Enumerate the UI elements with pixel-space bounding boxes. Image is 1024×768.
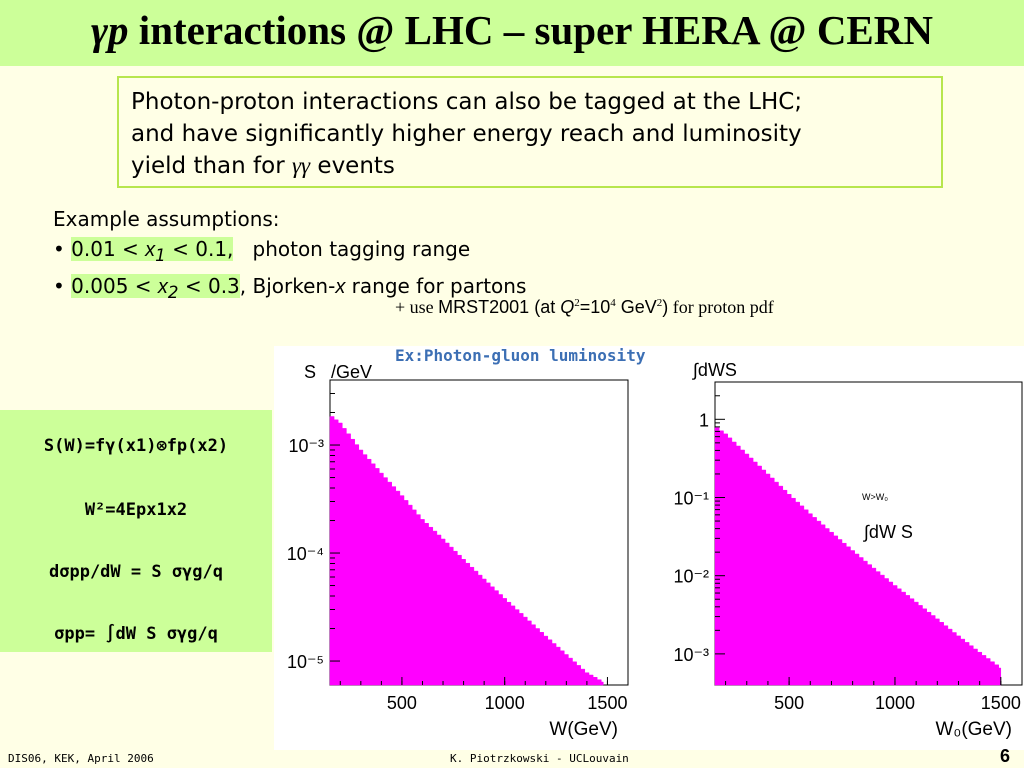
x-tick-label: 1000 <box>875 693 915 713</box>
title-gp: γp <box>90 7 129 53</box>
bjorken-range-highlight: 0.005 < x2 < 0.3 <box>71 274 240 302</box>
y-tick-label: 1 <box>699 410 709 430</box>
note-c-sup: 4 <box>610 297 616 309</box>
bullet: • <box>53 274 72 298</box>
x-tick-label: 1500 <box>981 693 1021 713</box>
gamma-gamma-symbol: γγ <box>291 153 311 178</box>
x-tick-label: 500 <box>774 693 804 713</box>
note-a: + use <box>395 297 439 317</box>
y-tick-label: 10⁻² <box>673 567 709 587</box>
right-ylabel: ∫dWS <box>691 360 737 380</box>
note-q-sup: 2 <box>574 297 580 309</box>
x-tick-label: 1500 <box>587 693 627 713</box>
var-x: x <box>145 239 156 261</box>
range-text: < 0.3 <box>178 274 240 298</box>
histogram-fill <box>714 427 1002 686</box>
y-tick-label: 10⁻⁴ <box>287 544 324 564</box>
title-bar <box>0 0 1024 66</box>
figure-caption: Ex:Photon-gluon luminosity <box>395 346 646 365</box>
formula-s-of-w: S(W)=fγ(x1)⊗fp(x2) <box>43 436 229 456</box>
formula-box: S(W)=fγ(x1)⊗fp(x2) W²=4Epx1x2 dσpp/dW = … <box>0 410 272 652</box>
assumption-bjorken-range: • 0.005 < x2 < 0.3, Bjorken-x range for … <box>53 271 526 308</box>
sub-1: 1 <box>155 246 166 265</box>
y-tick-label: 10⁻⁵ <box>287 652 324 672</box>
photon-range-highlight: 0.01 < x1 < 0.1, <box>71 237 234 265</box>
x-axis-label: W₀(GeV) <box>936 719 1013 740</box>
range-text: 0.01 < <box>71 237 146 261</box>
bjorken-desc: , Bjorken- <box>239 274 336 298</box>
formula-w-squared: W²=4Epx1x2 <box>84 500 188 520</box>
callout-line3: yield than for γγ events <box>131 150 929 182</box>
x-tick-label: 500 <box>387 693 417 713</box>
var-x: x <box>157 276 168 298</box>
title-rest: interactions @ LHC – super HERA @ CERN <box>128 7 933 53</box>
var-x: x <box>335 276 346 298</box>
x-axis-label: W(GeV) <box>549 719 618 740</box>
range-text: 0.005 < <box>71 274 158 298</box>
y-tick-label: 10⁻³ <box>288 436 324 456</box>
assumption-photon-range: • 0.01 < x1 < 0.1, photon tagging range <box>53 234 526 271</box>
bjorken-desc-end: range for partons <box>345 274 527 298</box>
x-tick-label: 1000 <box>485 693 525 713</box>
y-tick-label: 10⁻¹ <box>673 488 709 508</box>
y-tick-label: 10⁻³ <box>673 645 709 665</box>
chart-integrated-luminosity: 500 1000 1500 W₀(GeV) 1 10⁻¹ 10⁻² 10⁻³ <box>673 381 1023 740</box>
callout-line3-pre: yield than for <box>131 153 292 179</box>
formula-dsigma-dw: dσpp/dW = S σγg/q <box>49 562 223 582</box>
callout-line3-post: events <box>310 153 395 179</box>
intro-callout: Photon-proton interactions can also be t… <box>117 76 943 188</box>
photon-range-desc: photon tagging range <box>233 237 471 261</box>
pdf-note: + use MRST2001 (at Q2=104 GeV2) for prot… <box>395 297 774 318</box>
note-b: MRST2001 (at <box>438 297 561 317</box>
note-e: ) <box>662 297 669 317</box>
note-f: for proton pdf <box>668 297 774 317</box>
assumptions-heading: Example assumptions: <box>53 207 280 231</box>
page-number: 6 <box>1000 746 1011 766</box>
note-q: Q <box>560 297 575 317</box>
note-d-sup: 2 <box>656 297 663 309</box>
histogram-fill <box>329 416 604 686</box>
left-ylabel: S /GeV <box>304 362 372 382</box>
range-text: < 0.1, <box>165 237 234 261</box>
slide-title: γp interactions @ LHC – super HERA @ CER… <box>0 6 1024 54</box>
note-d: GeV <box>615 297 657 317</box>
footer-left: DIS06, KEK, April 2006 <box>8 752 154 765</box>
callout-line2: and have significantly higher energy rea… <box>131 121 802 147</box>
footer-center: K. Piotrzkowski - UCLouvain <box>450 752 629 765</box>
sub-2: 2 <box>167 283 179 302</box>
callout-line1: Photon-proton interactions can also be t… <box>131 89 803 115</box>
assumptions-block: Example assumptions: • 0.01 < x1 < 0.1, … <box>53 204 526 308</box>
chart-photon-gluon-luminosity: 500 1000 1500 W(GeV) 10⁻³ 10⁻⁴ 10⁻⁵ <box>287 379 629 740</box>
bullet: • <box>53 237 72 261</box>
right-annot-sub: W>W₀ <box>862 492 888 502</box>
right-annot: ∫dW S <box>862 522 913 542</box>
note-c: =10 <box>579 297 611 317</box>
formula-sigma-pp: σpp= ∫dW S σγg/q <box>54 624 218 644</box>
